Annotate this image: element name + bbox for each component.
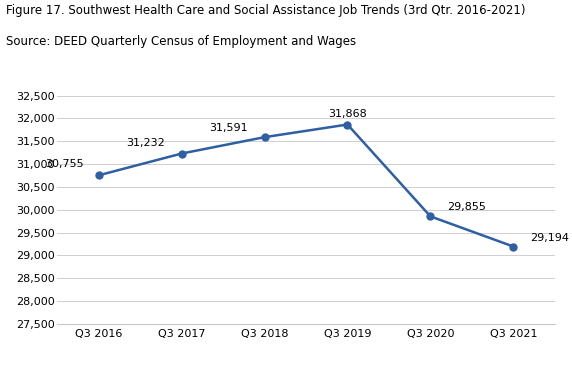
Text: 29,855: 29,855: [447, 202, 486, 212]
Text: 31,591: 31,591: [209, 123, 248, 132]
Text: Source: DEED Quarterly Census of Employment and Wages: Source: DEED Quarterly Census of Employm…: [6, 35, 356, 48]
Text: 31,868: 31,868: [328, 109, 367, 118]
Text: 29,194: 29,194: [530, 233, 569, 243]
Text: 31,232: 31,232: [126, 138, 165, 148]
Text: 30,755: 30,755: [45, 159, 84, 169]
Text: Figure 17. Southwest Health Care and Social Assistance Job Trends (3rd Qtr. 2016: Figure 17. Southwest Health Care and Soc…: [6, 4, 525, 17]
